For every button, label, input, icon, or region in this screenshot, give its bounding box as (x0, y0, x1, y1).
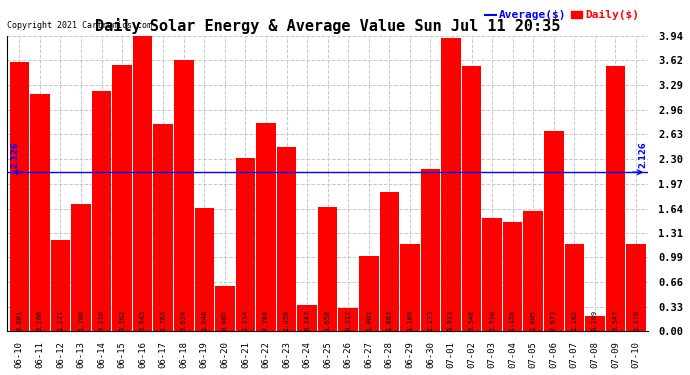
Bar (71, 204, 90, 332)
Text: 3.216: 3.216 (99, 309, 104, 331)
Bar (195, 208, 214, 332)
Text: 1.221: 1.221 (57, 309, 63, 331)
Text: 3.562: 3.562 (119, 309, 125, 331)
Text: 3.547: 3.547 (613, 309, 618, 331)
Text: 2.126: 2.126 (10, 142, 19, 168)
Text: 0.347: 0.347 (304, 309, 310, 331)
Text: 1.658: 1.658 (324, 309, 331, 331)
Text: 1.458: 1.458 (510, 309, 515, 331)
Bar (215, 286, 235, 332)
Text: 0.312: 0.312 (345, 309, 351, 331)
Text: 2.126: 2.126 (638, 142, 647, 168)
Text: 1.863: 1.863 (386, 309, 393, 331)
Bar (10, 62, 29, 332)
Bar (277, 147, 296, 332)
Text: 3.601: 3.601 (17, 309, 22, 331)
Bar (50, 240, 70, 332)
Title: Daily Solar Energy & Average Value Sun Jul 11 20:35: Daily Solar Energy & Average Value Sun J… (95, 18, 560, 34)
Text: 0.605: 0.605 (222, 309, 228, 331)
Text: Copyright 2021 Cartronics.com: Copyright 2021 Cartronics.com (7, 21, 152, 30)
Legend: Average($), Daily($): Average($), Daily($) (481, 6, 643, 24)
Text: 1.170: 1.170 (633, 309, 639, 331)
Text: 2.784: 2.784 (263, 309, 269, 331)
Bar (482, 218, 502, 332)
Bar (441, 38, 461, 332)
Text: 2.314: 2.314 (242, 309, 248, 331)
Bar (606, 66, 625, 332)
Bar (297, 306, 317, 332)
Bar (174, 60, 193, 332)
Bar (153, 124, 173, 332)
Text: 1.648: 1.648 (201, 309, 207, 331)
Bar (112, 65, 132, 332)
Text: 3.913: 3.913 (448, 309, 454, 331)
Bar (30, 94, 50, 332)
Bar (400, 244, 420, 332)
Text: 1.708: 1.708 (78, 309, 84, 331)
Text: 2.765: 2.765 (160, 309, 166, 331)
Text: 2.173: 2.173 (427, 309, 433, 331)
Text: 2.673: 2.673 (551, 309, 557, 331)
Bar (318, 207, 337, 332)
Bar (133, 36, 152, 332)
Text: 3.168: 3.168 (37, 309, 43, 331)
Text: 0.209: 0.209 (592, 309, 598, 331)
Text: 1.001: 1.001 (366, 309, 372, 331)
Text: 1.162: 1.162 (571, 309, 578, 331)
Text: 1.510: 1.510 (489, 309, 495, 331)
Bar (564, 244, 584, 332)
Bar (524, 211, 543, 332)
Text: 3.548: 3.548 (469, 309, 475, 331)
Bar (585, 316, 604, 332)
Bar (421, 169, 440, 332)
Bar (462, 66, 482, 332)
Bar (236, 158, 255, 332)
Text: 1.169: 1.169 (407, 309, 413, 331)
Bar (256, 123, 276, 332)
Text: 1.605: 1.605 (530, 309, 536, 331)
Bar (503, 222, 522, 332)
Text: 2.459: 2.459 (284, 309, 290, 331)
Text: 3.624: 3.624 (181, 309, 187, 331)
Bar (338, 308, 358, 332)
Bar (359, 256, 379, 332)
Text: 3.945: 3.945 (139, 309, 146, 331)
Bar (380, 192, 399, 332)
Bar (544, 131, 564, 332)
Bar (627, 244, 646, 332)
Bar (92, 91, 111, 332)
